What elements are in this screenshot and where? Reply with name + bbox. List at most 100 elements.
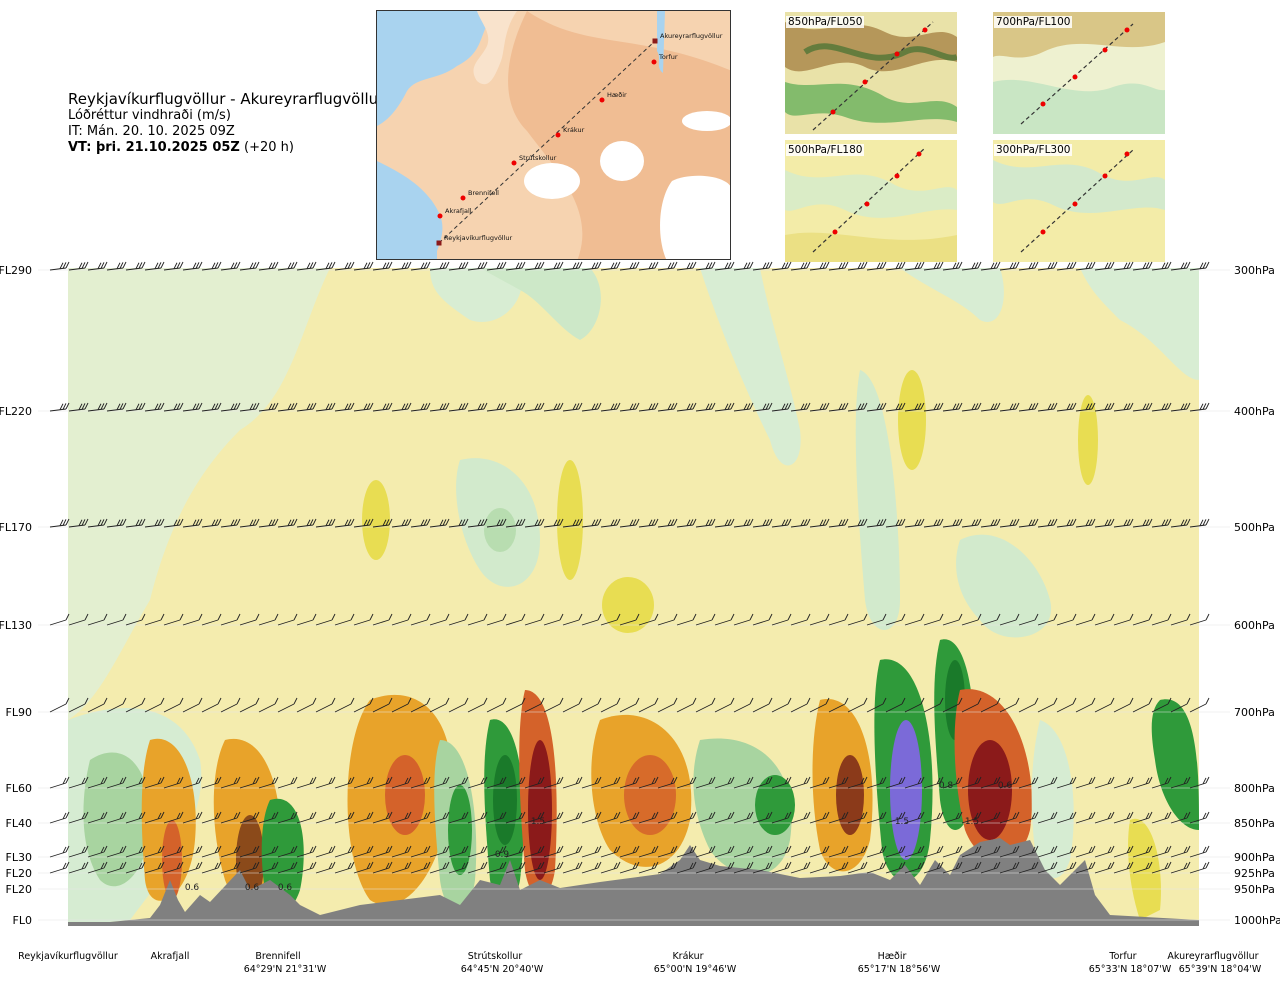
wind-barb	[866, 613, 887, 626]
wind-barb	[771, 518, 792, 528]
wind-barb	[277, 518, 298, 528]
wind-barb	[600, 261, 621, 271]
wind-barb	[448, 261, 469, 271]
map-waypoint[interactable]: Torfur	[651, 53, 678, 65]
route-map[interactable]: Reykjavíkurflugvöllur Akrafjall Brennifell…	[376, 10, 731, 260]
wind-barb	[1189, 845, 1210, 858]
wind-barb	[904, 845, 925, 858]
wind-barb	[619, 776, 640, 789]
map-waypoint[interactable]: Strútskollur	[511, 154, 557, 166]
wind-barb	[353, 613, 374, 626]
wind-barb	[619, 861, 640, 874]
wind-barb	[961, 261, 982, 271]
wind-barb	[334, 861, 355, 874]
location-coordinate: 65°33'N 18°07'W	[1089, 964, 1172, 975]
thumb-700hpa[interactable]: 700hPa/FL100	[993, 12, 1165, 134]
map-waypoint[interactable]: Hæðir	[599, 91, 628, 103]
wind-barb	[277, 845, 298, 858]
wind-barb	[1151, 776, 1172, 789]
wind-barb	[505, 811, 526, 824]
wind-barb	[600, 811, 621, 824]
wind-barb	[923, 811, 944, 824]
wind-barb	[334, 776, 355, 789]
contour-value-label: 1.5	[965, 817, 979, 827]
wind-barb	[505, 697, 526, 713]
wind-barb	[353, 811, 374, 824]
wind-barb	[714, 518, 735, 528]
map-waypoint[interactable]: Akureyrarflugvöllur	[652, 32, 723, 44]
wind-barb	[581, 776, 602, 789]
location-name: Akrafjall	[151, 951, 190, 962]
wind-barb	[809, 402, 830, 412]
wind-barb	[239, 613, 260, 626]
wind-barb	[581, 402, 602, 412]
wind-barb	[714, 811, 735, 824]
map-waypoint[interactable]: Reykjavíkurflugvöllur	[436, 234, 513, 246]
contour-value-label: 0.9	[495, 850, 510, 860]
wind-barb	[562, 518, 583, 528]
wind-barb	[1037, 811, 1058, 824]
wind-barb	[771, 776, 792, 789]
wind-barb	[581, 697, 602, 713]
wind-barb	[1018, 845, 1039, 858]
wind-barb	[657, 261, 678, 271]
wind-barb	[771, 697, 792, 713]
wind-barb	[448, 845, 469, 858]
map-waypoint[interactable]: Krákur	[555, 126, 585, 138]
wind-barb	[942, 776, 963, 789]
wind-barb	[448, 518, 469, 528]
thumb-300hpa[interactable]: 300hPa/FL300	[993, 140, 1165, 262]
wind-barb	[315, 261, 336, 271]
wind-barb	[676, 261, 697, 271]
wind-barb	[1132, 261, 1153, 271]
wind-barb	[999, 845, 1020, 858]
wind-barb	[752, 845, 773, 858]
hpa-tick-label: 925hPa	[1234, 867, 1275, 880]
thumb-500hpa[interactable]: 500hPa/FL180	[785, 140, 957, 262]
wind-barb	[201, 613, 222, 626]
wind-barb	[372, 402, 393, 412]
wind-barb	[961, 845, 982, 858]
wind-barb	[619, 811, 640, 824]
wind-barb	[125, 402, 146, 412]
issue-time: IT: Mán. 20. 10. 2025 09Z	[68, 124, 235, 139]
wind-barb	[771, 811, 792, 824]
wind-barb	[182, 811, 203, 824]
wind-barb	[961, 402, 982, 412]
wind-barb	[486, 402, 507, 412]
thumb-300hpa-map	[993, 140, 1165, 262]
wind-barb	[1018, 402, 1039, 412]
location-coordinate: 65°17'N 18°56'W	[858, 964, 941, 975]
wind-barb	[182, 697, 203, 713]
wind-barb	[771, 845, 792, 858]
thumb-850hpa[interactable]: 850hPa/FL050	[785, 12, 957, 134]
map-waypoint[interactable]: Brennifell	[460, 189, 500, 201]
wind-barb	[562, 261, 583, 271]
wind-barb	[410, 811, 431, 824]
wind-barb	[220, 811, 241, 824]
wind-barb	[676, 697, 697, 713]
wind-barb	[505, 861, 526, 874]
wind-barb	[410, 518, 431, 528]
wind-barb	[1056, 845, 1077, 858]
wind-barb	[163, 861, 184, 874]
wind-barb	[562, 845, 583, 858]
wind-barb	[638, 261, 659, 271]
wind-barb	[315, 697, 336, 713]
wind-barb	[562, 402, 583, 412]
wind-barb	[866, 697, 887, 713]
wind-barb	[486, 845, 507, 858]
wind-barb	[334, 261, 355, 271]
fl-tick-label: FL0	[13, 914, 32, 927]
wind-barb	[1018, 518, 1039, 528]
wind-barb	[87, 613, 108, 626]
wind-barb	[1113, 613, 1134, 626]
map-waypoint[interactable]: Akrafjall	[437, 207, 472, 219]
wind-barb	[543, 811, 564, 824]
wind-barb	[752, 697, 773, 713]
wind-barb	[885, 845, 906, 858]
wind-barb	[961, 697, 982, 713]
wind-barb	[1113, 261, 1134, 271]
wind-barb	[733, 402, 754, 412]
wind-barb	[220, 518, 241, 528]
